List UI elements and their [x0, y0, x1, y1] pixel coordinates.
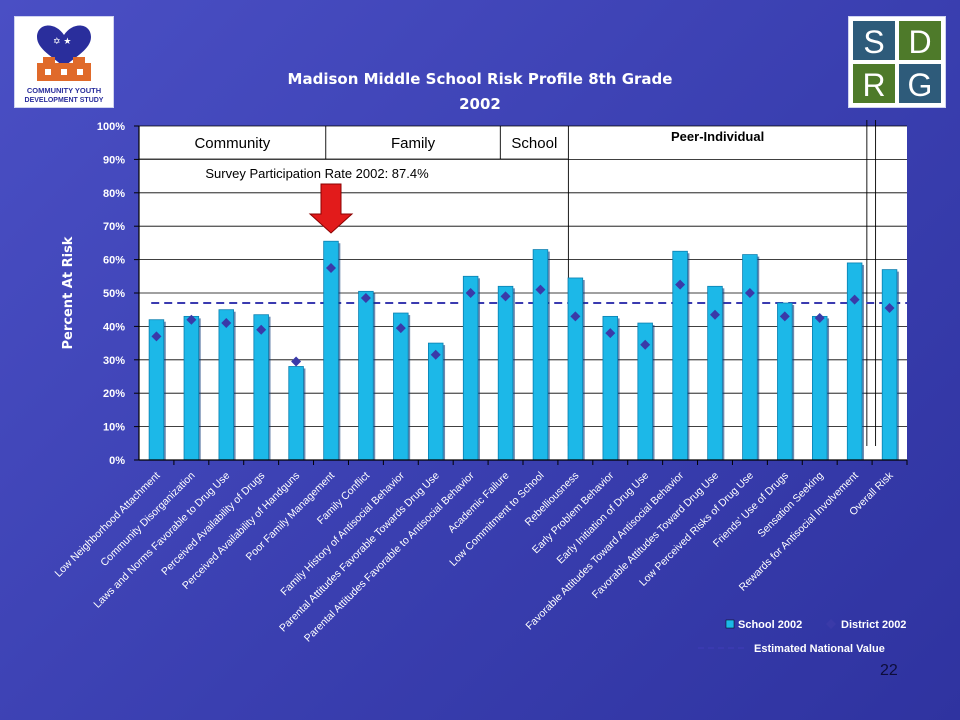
- domain-label: Community: [194, 135, 270, 152]
- y-tick-label: 90%: [103, 154, 125, 166]
- district-marker: [221, 318, 232, 329]
- svg-text:✡ ★: ✡ ★: [53, 37, 71, 47]
- y-tick-label: 60%: [103, 255, 125, 267]
- legend-label-school: School 2002: [738, 619, 802, 631]
- logo-line-1: COMMUNITY YOUTH: [27, 86, 101, 95]
- district-marker: [884, 303, 895, 314]
- sdrg-letter: R: [862, 67, 885, 103]
- school-bar: [253, 314, 269, 461]
- domain-label: School: [511, 135, 557, 152]
- school-bar: [323, 240, 339, 461]
- district-marker: [291, 356, 302, 367]
- district-marker: [640, 339, 651, 350]
- y-tick-label: 70%: [103, 221, 125, 233]
- sdrg-logo: S D R G: [848, 16, 946, 108]
- y-tick-label: 30%: [103, 355, 125, 367]
- legend-swatch-school: [725, 619, 735, 629]
- school-bar: [288, 366, 304, 461]
- legend-label-national: Estimated National Value: [754, 643, 885, 655]
- domain-label: Peer-Individual: [671, 129, 764, 144]
- school-bar: [427, 342, 444, 461]
- district-marker: [779, 311, 790, 322]
- district-marker: [744, 288, 755, 298]
- school-bar: [532, 249, 549, 461]
- district-marker: [151, 331, 162, 342]
- district-marker: [256, 324, 267, 335]
- highlight-arrow: [308, 183, 354, 234]
- district-marker: [710, 309, 720, 320]
- y-tick-label: 80%: [103, 188, 125, 200]
- page-number: 22: [880, 662, 898, 679]
- school-bar: [393, 312, 409, 461]
- participation-rate-label: Survey Participation Rate 2002: 87.4%: [205, 166, 429, 181]
- x-tick-label: Academic Failure: [446, 470, 512, 536]
- district-marker: [326, 262, 336, 273]
- school-bar: [811, 315, 828, 461]
- sdrg-letter: D: [908, 24, 931, 60]
- district-marker: [430, 349, 441, 360]
- district-marker: [360, 293, 371, 304]
- district-marker: [395, 323, 406, 334]
- sdrg-letter: S: [863, 24, 884, 60]
- logo-line-2: DEVELOPMENT STUDY: [25, 97, 104, 104]
- school-bar: [846, 262, 863, 461]
- x-tick-label: Parental Attitudes Favorable Towards Dru…: [277, 470, 442, 635]
- y-tick-label: 0%: [109, 455, 125, 467]
- district-marker: [535, 284, 546, 295]
- y-tick-label: 20%: [103, 388, 125, 400]
- school-bar: [742, 254, 758, 461]
- x-tick-label: Sensation Seeking: [755, 470, 826, 541]
- x-tick-label: Laws and Norms Favorable to Drug Use: [91, 470, 232, 611]
- district-marker: [675, 279, 686, 290]
- y-tick-label: 10%: [103, 422, 125, 434]
- y-tick-label: 100%: [97, 121, 125, 133]
- domain-label: Family: [391, 135, 436, 152]
- x-tick-label: Favorable Attitudes Toward Drug Use: [590, 470, 721, 601]
- chart-subtitle: 2002: [459, 95, 501, 113]
- y-axis-label: Percent At Risk: [61, 236, 76, 349]
- school-bar: [218, 309, 235, 461]
- district-marker: [465, 288, 476, 298]
- school-bar: [567, 277, 584, 461]
- school-bar: [183, 315, 200, 461]
- school-bar: [497, 285, 514, 461]
- legend-label-district: District 2002: [841, 619, 906, 631]
- district-marker: [605, 328, 616, 339]
- legend-swatch-district: [826, 619, 836, 629]
- district-marker: [186, 314, 197, 325]
- community-youth-logo: ✡ ★ COMMUNITY YOUTH DEVELOPMENT STUDY: [14, 16, 114, 108]
- chart-title: Madison Middle School Risk Profile 8th G…: [288, 70, 673, 88]
- school-bar: [462, 275, 479, 461]
- school-bar: [358, 290, 374, 461]
- district-marker: [814, 313, 825, 324]
- school-bar: [777, 302, 793, 461]
- school-bar: [881, 269, 898, 461]
- x-tick-label: Family History of Antisocial Behavior: [278, 469, 407, 598]
- y-tick-label: 50%: [103, 288, 125, 300]
- y-tick-label: 40%: [103, 321, 125, 333]
- sdrg-letter: G: [908, 67, 933, 103]
- district-marker: [500, 291, 511, 302]
- district-marker: [849, 294, 860, 305]
- district-marker: [570, 311, 581, 322]
